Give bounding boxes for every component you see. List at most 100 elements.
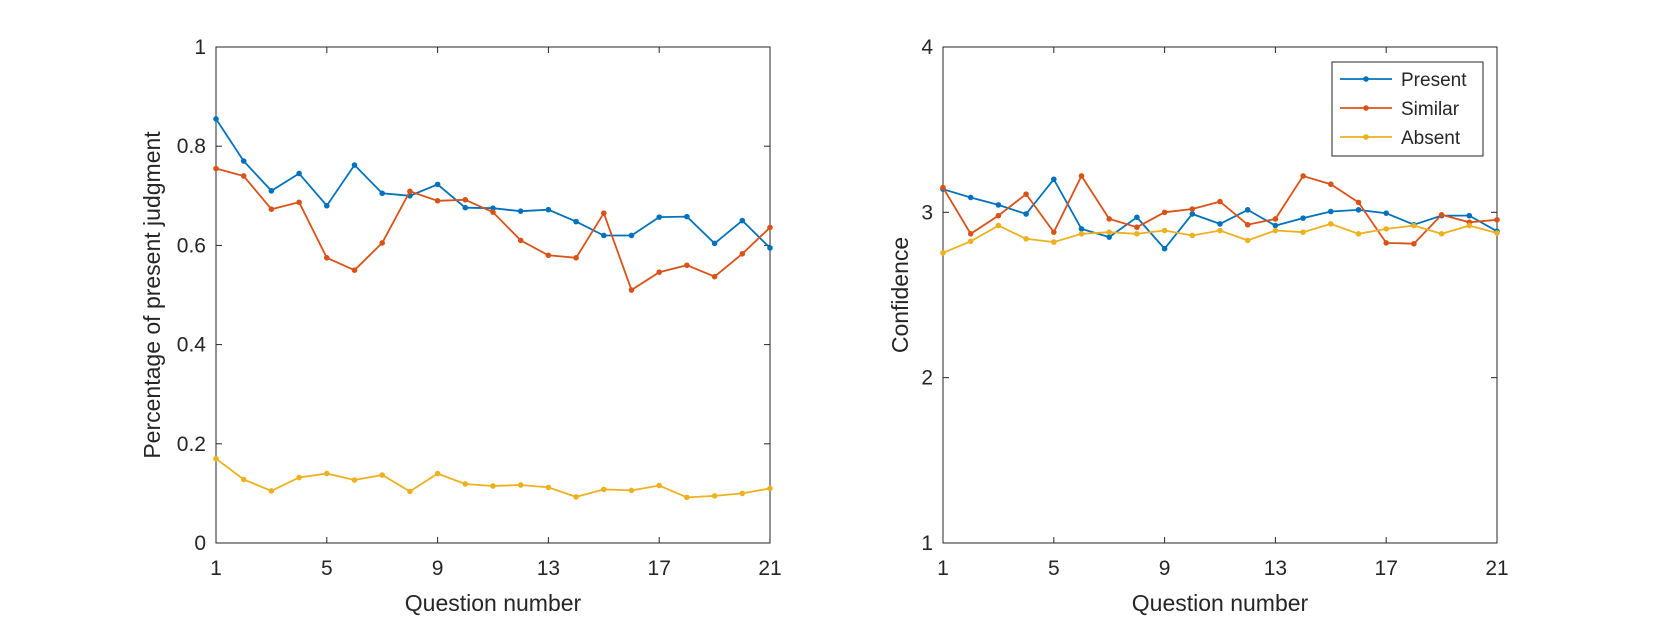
data-point [739, 251, 746, 257]
x-tick-label: 1 [937, 557, 949, 580]
data-point [684, 262, 690, 269]
legend-entry: Absent [1340, 128, 1461, 149]
data-point [628, 232, 635, 239]
data-point [1328, 221, 1334, 227]
data-point [351, 162, 358, 168]
x-tick-label: 17 [1375, 557, 1398, 580]
data-point [1438, 212, 1445, 218]
data-point [240, 476, 247, 483]
data-point [940, 250, 946, 256]
data-point [296, 199, 302, 206]
legend-entry: Similar [1340, 99, 1460, 120]
data-point [1466, 212, 1473, 219]
data-point [379, 190, 386, 197]
legend-label: Present [1401, 70, 1467, 91]
data-point [1494, 216, 1500, 223]
data-point [1300, 229, 1306, 235]
data-point [1189, 206, 1196, 212]
data-point [517, 482, 524, 488]
data-point [628, 287, 635, 293]
data-point [739, 490, 746, 497]
series-absent [940, 221, 1500, 256]
data-point [1106, 229, 1112, 235]
data-point [656, 482, 662, 489]
data-point [379, 472, 386, 478]
y-tick-label: 3 [921, 201, 933, 224]
y-tick-label: 0.6 [177, 234, 206, 257]
data-point [573, 494, 579, 500]
data-point [684, 494, 690, 501]
data-point [656, 269, 662, 275]
data-point [462, 204, 469, 211]
data-point [434, 181, 441, 188]
data-point [711, 273, 718, 280]
data-point [1272, 216, 1279, 222]
legend-entry: Present [1340, 70, 1467, 91]
legend-marker [1363, 134, 1369, 140]
series-similar [940, 173, 1500, 247]
data-point [1244, 207, 1251, 213]
data-point [324, 202, 330, 209]
data-point [711, 493, 718, 499]
series-line [215, 167, 771, 292]
data-point [1051, 229, 1057, 235]
data-point [711, 240, 718, 247]
data-point [767, 485, 773, 492]
series-1 [213, 116, 773, 251]
y-axis-label: Confidence [887, 237, 913, 353]
data-point [573, 254, 579, 261]
data-point [1217, 227, 1223, 234]
x-axis-label: Question number [1132, 590, 1309, 616]
x-axis-label: Question number [405, 590, 582, 616]
data-point [1328, 181, 1334, 188]
data-point [1189, 232, 1196, 239]
data-point [995, 222, 1002, 229]
data-point [1300, 173, 1306, 179]
data-point [1328, 208, 1334, 215]
data-point [462, 481, 469, 487]
data-point [1355, 207, 1362, 213]
data-point [739, 217, 746, 224]
legend-marker [1363, 76, 1369, 82]
data-point [545, 252, 552, 259]
data-point [1106, 234, 1112, 240]
y-tick-label: 0.8 [177, 135, 206, 158]
data-point [684, 213, 690, 220]
data-point [601, 210, 607, 216]
y-tick-label: 1 [921, 532, 933, 555]
data-point [601, 232, 607, 239]
data-point [1051, 176, 1057, 183]
data-point [296, 170, 302, 177]
data-point [324, 254, 330, 261]
data-point [1244, 237, 1251, 244]
y-tick-label: 4 [921, 36, 933, 59]
data-point [1134, 214, 1140, 221]
data-point [1161, 209, 1168, 216]
data-point [628, 487, 635, 494]
y-tick-label: 0.4 [177, 334, 207, 357]
data-point [1023, 191, 1029, 197]
data-point [1300, 215, 1306, 221]
y-tick-label: 0.2 [177, 433, 206, 456]
data-point [545, 206, 552, 213]
data-point [601, 486, 607, 493]
y-tick-label: 1 [194, 36, 206, 59]
data-point [967, 238, 974, 245]
data-point [1106, 216, 1112, 222]
y-tick-label: 2 [921, 367, 933, 390]
data-point [351, 267, 358, 274]
data-point [1494, 230, 1500, 236]
data-point [490, 483, 496, 489]
x-tick-label: 21 [758, 557, 781, 580]
data-point [1411, 222, 1417, 229]
data-point [995, 202, 1002, 208]
x-tick-label: 13 [1264, 557, 1287, 580]
data-point [1438, 231, 1445, 237]
data-point [1411, 240, 1417, 247]
data-point [1217, 198, 1223, 205]
data-point [940, 184, 946, 191]
data-point [1023, 211, 1029, 217]
data-point [1383, 210, 1389, 216]
data-point [1023, 235, 1029, 242]
